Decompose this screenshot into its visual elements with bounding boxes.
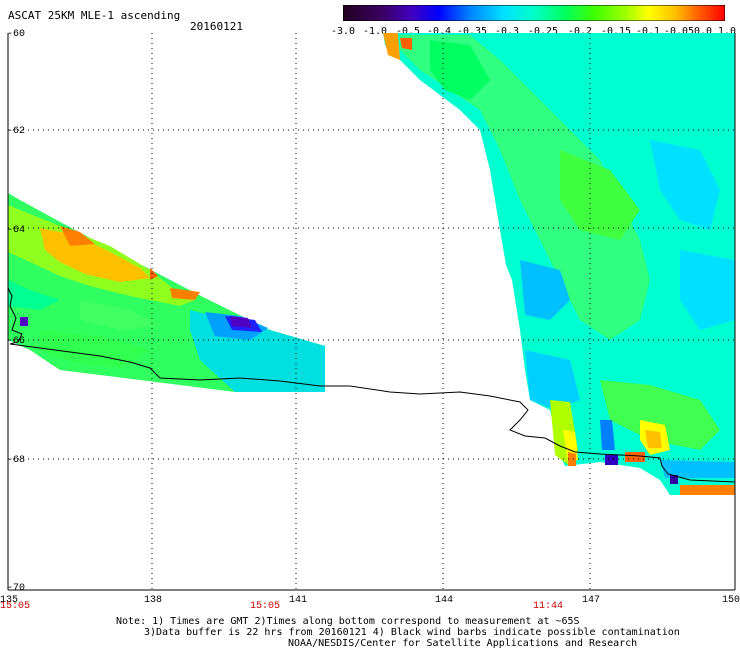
colorbar-tick: 0.0 <box>693 26 713 37</box>
note-line-1: Note: 1) Times are GMT 2)Times along bot… <box>116 616 580 627</box>
colorbar-tick: -3.0 <box>330 26 356 37</box>
left-data-swath <box>8 193 325 392</box>
colorbar-tick: -0.1 <box>635 26 661 37</box>
lat-lon-grid <box>8 33 735 590</box>
time-label: 11:44 <box>533 601 563 612</box>
colorbar-tick: -0.4 <box>426 26 452 37</box>
lat-label: -62 <box>7 126 25 137</box>
lat-label: -66 <box>7 336 25 347</box>
colorbar-tick: 1.0 <box>717 26 737 37</box>
lon-label: 150 <box>722 595 740 606</box>
colorbar-tick: -0.2 <box>567 26 593 37</box>
colorbar-tick-labels: -3.0 -1.0 -0.5 -0.4 -0.35 -0.3 -0.25 -0.… <box>330 26 740 38</box>
note-line-3: NOAA/NESDIS/Center for Satellite Applica… <box>288 638 638 649</box>
lon-label: 141 <box>289 595 307 606</box>
lon-label: 135 <box>0 595 18 606</box>
coastline <box>7 287 736 483</box>
colorbar-tick: -0.25 <box>527 26 559 37</box>
colorbar-tick: -0.3 <box>494 26 520 37</box>
colorbar-tick: -0.05 <box>663 26 695 37</box>
lon-label: 147 <box>582 595 600 606</box>
lon-label: 138 <box>144 595 162 606</box>
time-label: 15:05 <box>250 601 280 612</box>
map-date: 20160121 <box>190 20 243 33</box>
lat-label: -68 <box>7 455 25 466</box>
map-title: ASCAT 25KM MLE-1 ascending <box>8 9 181 22</box>
colorbar-tick: -0.35 <box>456 26 488 37</box>
colorbar-tick: -0.5 <box>395 26 421 37</box>
lat-label: -70 <box>7 583 25 594</box>
lon-label: 144 <box>435 595 453 606</box>
time-label: 15:05 <box>0 601 30 612</box>
map-frame <box>7 33 736 591</box>
note-line-2: 3)Data buffer is 22 hrs from 20160121 4)… <box>144 627 680 638</box>
colorbar-tick: -1.0 <box>362 26 388 37</box>
colorbar-tick: -0.15 <box>600 26 632 37</box>
lat-label: -64 <box>7 225 25 236</box>
lat-label: -60 <box>7 29 25 40</box>
colorbar <box>343 5 725 21</box>
right-data-swath <box>383 33 735 495</box>
